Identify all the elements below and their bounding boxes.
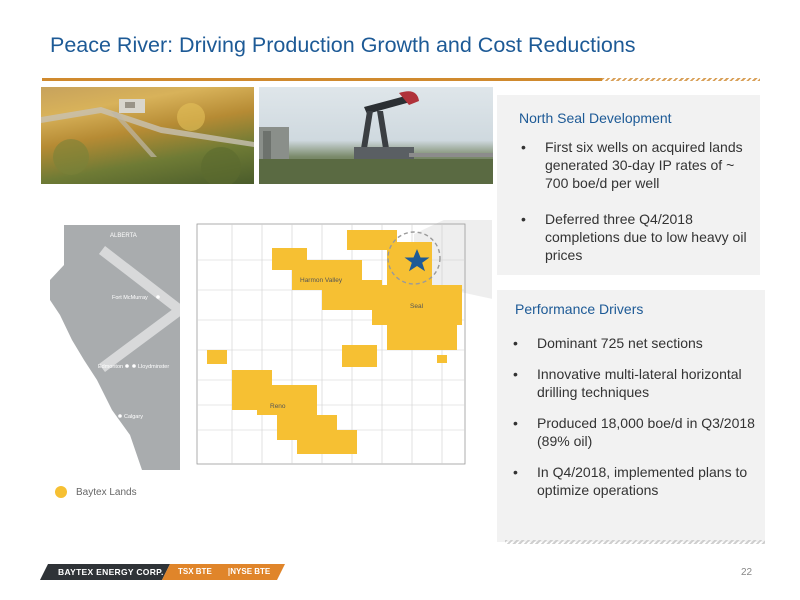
alberta-chevron-overlay bbox=[98, 246, 189, 373]
bullet-glyph: • bbox=[521, 211, 526, 227]
aerial-forest-illustration bbox=[41, 99, 254, 184]
city-label-edmonton: Edmonton bbox=[98, 364, 123, 370]
slide-title: Peace River: Driving Production Growth a… bbox=[50, 33, 636, 57]
list-item: • First six wells on acquired lands gene… bbox=[519, 138, 755, 192]
list-item: • Deferred three Q4/2018 completions due… bbox=[519, 210, 755, 264]
nyse-ticker: NYSE BTE bbox=[230, 567, 271, 576]
north-seal-title: North Seal Development bbox=[519, 110, 672, 126]
stock-tickers: TSX BTE NYSE BTE bbox=[178, 567, 270, 576]
area-label-seal: Seal bbox=[410, 303, 424, 310]
panel-hatch bbox=[505, 540, 765, 544]
bullet-text: First six wells on acquired lands genera… bbox=[545, 139, 743, 191]
legend-label: Baytex Lands bbox=[76, 486, 137, 498]
province-label: ALBERTA bbox=[110, 233, 137, 239]
city-label-calgary: Calgary bbox=[124, 414, 143, 420]
title-divider-hatch bbox=[602, 78, 760, 81]
north-seal-highlight bbox=[387, 231, 441, 285]
list-item: • Dominant 725 net sections bbox=[511, 334, 761, 352]
title-divider bbox=[42, 78, 602, 81]
map-svg: ALBERTA Fort McMurray Edmonton Lloydmins… bbox=[50, 195, 497, 470]
company-name: BAYTEX ENERGY CORP. bbox=[58, 567, 164, 577]
bullet-text: Produced 18,000 boe/d in Q3/2018 (89% oi… bbox=[537, 415, 755, 449]
pumpjack-photo bbox=[259, 87, 493, 184]
city-dot bbox=[118, 414, 122, 418]
bullet-text: In Q4/2018, implemented plans to optimiz… bbox=[537, 464, 748, 498]
star-icon bbox=[404, 249, 430, 272]
city-dot bbox=[132, 364, 136, 368]
aerial-forest-photo bbox=[41, 87, 254, 184]
bullet-text: Innovative multi-lateral horizontal dril… bbox=[537, 366, 742, 400]
north-seal-bullets: • First six wells on acquired lands gene… bbox=[519, 138, 755, 282]
bullet-text: Dominant 725 net sections bbox=[537, 335, 703, 351]
bullet-text: Deferred three Q4/2018 completions due t… bbox=[545, 211, 747, 263]
legend-swatch bbox=[55, 486, 67, 498]
list-item: • Produced 18,000 boe/d in Q3/2018 (89% … bbox=[511, 414, 761, 450]
performance-drivers-panel: Performance Drivers • Dominant 725 net s… bbox=[497, 290, 765, 542]
footer-band bbox=[40, 564, 285, 580]
map-legend: Baytex Lands bbox=[55, 486, 137, 498]
bullet-glyph: • bbox=[513, 464, 518, 480]
bullet-glyph: • bbox=[513, 366, 518, 382]
north-seal-panel: North Seal Development • First six wells… bbox=[497, 95, 760, 275]
city-dot bbox=[156, 295, 160, 299]
performance-bullets: • Dominant 725 net sections • Innovative… bbox=[511, 334, 761, 499]
bullet-glyph: • bbox=[521, 139, 526, 155]
baytex-lands bbox=[207, 230, 462, 454]
area-label-reno: Reno bbox=[270, 403, 286, 410]
bullet-glyph: • bbox=[513, 335, 518, 351]
city-label-fort-mcmurray: Fort McMurray bbox=[112, 295, 148, 301]
city-dot bbox=[125, 364, 129, 368]
list-item: • In Q4/2018, implemented plans to optim… bbox=[511, 463, 761, 499]
page-number: 22 bbox=[741, 567, 753, 578]
city-label-lloydminster: Lloydminster bbox=[138, 364, 169, 370]
area-label-harmon-valley: Harmon Valley bbox=[300, 277, 343, 284]
map-area: ALBERTA Fort McMurray Edmonton Lloydmins… bbox=[42, 195, 497, 480]
tsx-ticker: TSX BTE bbox=[178, 567, 212, 576]
pumpjack-illustration bbox=[259, 91, 493, 184]
list-item: • Innovative multi-lateral horizontal dr… bbox=[511, 365, 761, 401]
bullet-glyph: • bbox=[513, 415, 518, 431]
performance-drivers-title: Performance Drivers bbox=[515, 301, 644, 317]
